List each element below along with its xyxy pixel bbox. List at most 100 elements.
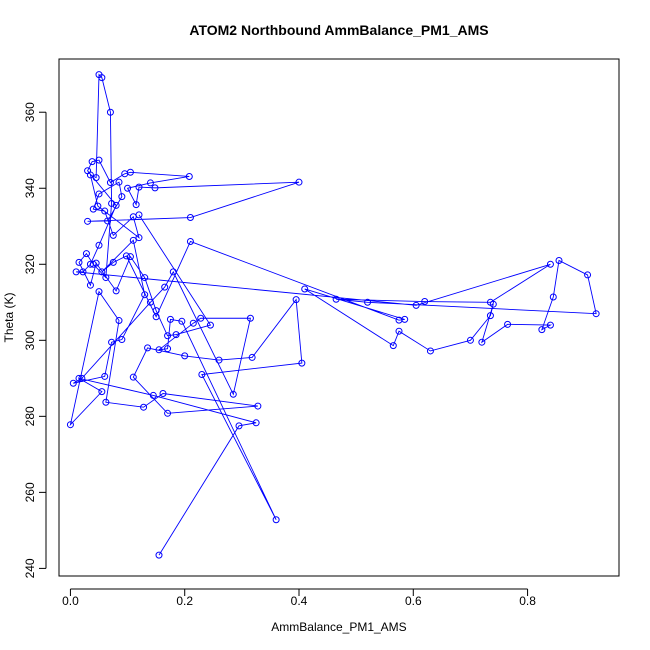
data-point: [235, 422, 243, 430]
y-axis-label: Theta (K): [2, 292, 16, 342]
data-point: [108, 199, 116, 207]
x-tick-label: 0.4: [291, 594, 308, 608]
data-point: [178, 317, 186, 325]
data-point: [141, 291, 149, 299]
data-point: [118, 336, 126, 344]
data-point: [538, 326, 546, 334]
data-point: [124, 184, 132, 192]
data-point: [112, 201, 120, 209]
data-point: [135, 183, 143, 191]
data-point: [389, 342, 397, 350]
data-point: [101, 207, 109, 215]
data-point: [112, 287, 120, 295]
data-point: [254, 402, 262, 410]
data-point: [144, 344, 152, 352]
data-point: [101, 372, 109, 380]
data-point: [86, 281, 94, 289]
data-point: [584, 271, 592, 279]
data-point: [246, 314, 254, 322]
data-point: [106, 108, 114, 116]
data-point: [135, 234, 143, 242]
data-point: [301, 285, 309, 293]
data-point: [155, 551, 163, 559]
data-point: [546, 321, 554, 329]
y-tick-label: 280: [23, 406, 37, 426]
data-point: [66, 421, 74, 429]
y-axis: 240 260 280 300 320 340 360: [23, 102, 47, 578]
data-point: [486, 298, 494, 306]
data-point: [92, 259, 100, 267]
data-point: [159, 390, 167, 398]
data-point: [181, 352, 189, 360]
data-point: [295, 178, 303, 186]
data-point: [185, 172, 193, 180]
data-point: [79, 268, 87, 276]
data-point: [95, 190, 103, 198]
data-point: [292, 296, 300, 304]
data-point: [98, 388, 106, 396]
data-point: [555, 256, 563, 264]
data-point: [161, 283, 169, 291]
data-point: [106, 179, 114, 187]
y-tick-label: 300: [23, 330, 37, 350]
data-point: [126, 253, 134, 261]
y-tick-label: 340: [23, 178, 37, 198]
data-point: [198, 371, 206, 379]
data-point: [72, 268, 80, 276]
data-point: [135, 211, 143, 219]
data-point: [140, 403, 148, 411]
data-point: [252, 419, 260, 427]
data-point: [412, 301, 420, 309]
data-point: [109, 258, 117, 266]
data-point: [197, 314, 205, 322]
data-point: [189, 319, 197, 327]
data-point: [102, 398, 110, 406]
data-point: [75, 258, 83, 266]
x-tick-label: 0.8: [519, 594, 536, 608]
data-point: [109, 231, 117, 239]
data-point: [122, 252, 130, 260]
data-point: [186, 214, 194, 222]
data-point: [94, 202, 102, 210]
data-point: [95, 241, 103, 249]
data-point: [86, 171, 94, 179]
data-point: [95, 156, 103, 164]
data-point: [132, 201, 140, 209]
y-tick-label: 240: [23, 558, 37, 578]
data-point: [401, 315, 409, 323]
data-point: [248, 353, 256, 361]
y-tick-label: 320: [23, 254, 37, 274]
data-point: [332, 295, 340, 303]
plot-frame: [58, 58, 620, 577]
data-point: [592, 310, 600, 318]
data-point: [155, 346, 163, 354]
data-point: [546, 260, 554, 268]
data-point: [215, 356, 223, 364]
data-point: [141, 274, 149, 282]
data-point: [118, 193, 126, 201]
data-point: [426, 347, 434, 355]
data-point: [95, 288, 103, 296]
data-point: [78, 374, 86, 382]
data-point: [75, 374, 83, 382]
data-point: [126, 168, 134, 176]
data-point: [151, 184, 159, 192]
series-group: [66, 71, 600, 559]
data-point: [115, 178, 123, 186]
data-point: [272, 516, 280, 524]
data-point: [84, 217, 92, 225]
data-point: [98, 268, 106, 276]
data-point: [166, 315, 174, 323]
data-point: [129, 236, 137, 244]
data-point: [98, 74, 106, 82]
data-point: [206, 321, 214, 329]
data-point: [229, 390, 237, 398]
x-tick-label: 0.6: [405, 594, 422, 608]
data-point: [549, 293, 557, 301]
series-line: [69, 73, 597, 556]
data-point: [504, 320, 512, 328]
x-tick-label: 0.0: [62, 594, 79, 608]
data-point: [364, 298, 372, 306]
y-tick-label: 260: [23, 482, 37, 502]
x-axis: 0.0 0.2 0.4 0.6 0.8: [62, 588, 536, 608]
